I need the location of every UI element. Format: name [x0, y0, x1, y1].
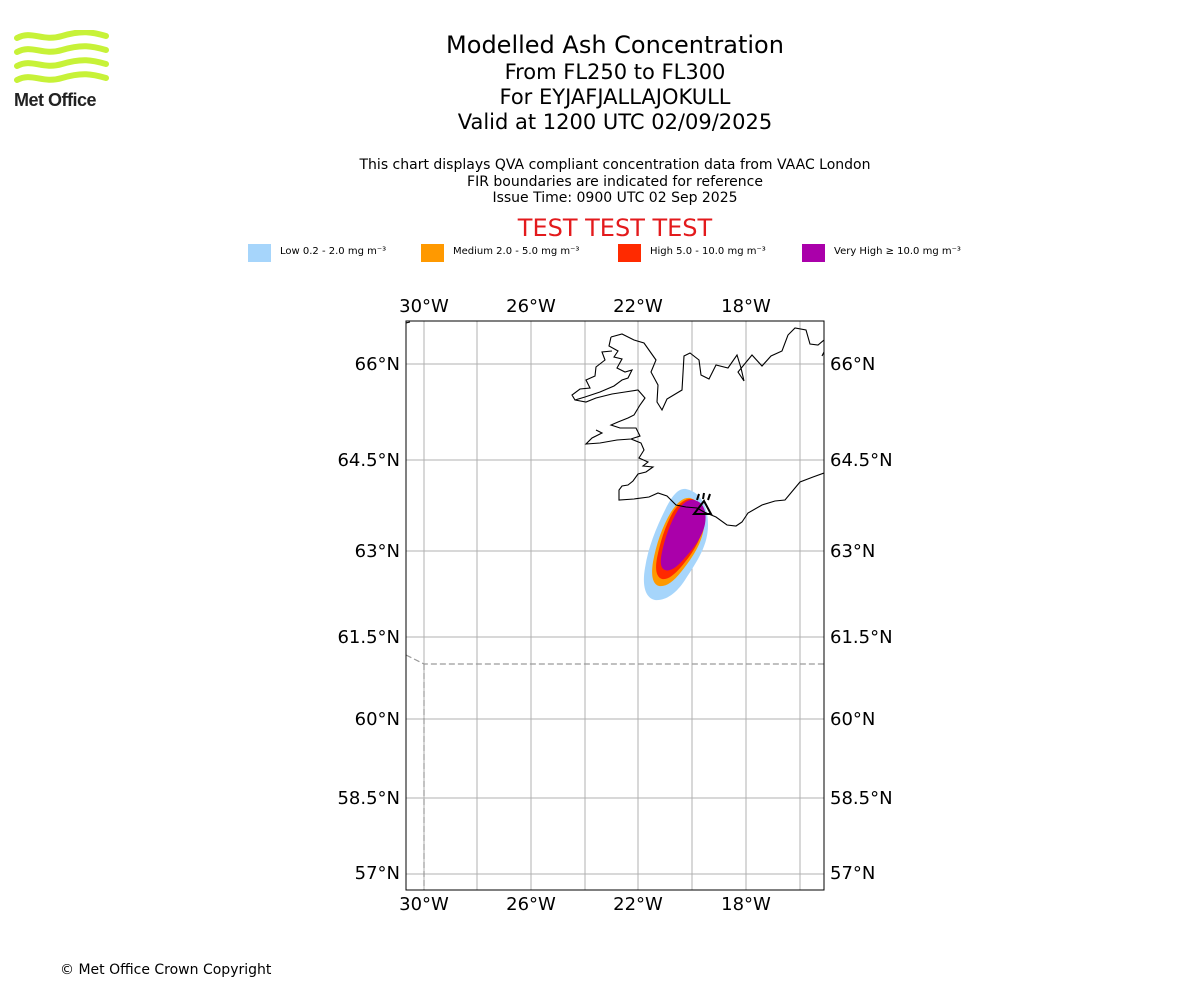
- coastline: [406, 321, 824, 527]
- lon-label-26w-top: 26°W: [506, 296, 556, 317]
- lat-label-66n-left: 66°N: [355, 354, 400, 375]
- legend-swatch-high: [618, 244, 641, 262]
- lat-label-66n-right: 66°N: [830, 354, 875, 375]
- graticule: [406, 321, 824, 890]
- ash-cloud: [643, 488, 708, 601]
- lon-label-18w-top: 18°W: [721, 296, 771, 317]
- fir-note: FIR boundaries are indicated for referen…: [467, 173, 763, 190]
- lon-label-30w-bottom: 30°W: [399, 894, 449, 915]
- legend-label-medium: Medium 2.0 - 5.0 mg m⁻³: [453, 246, 580, 257]
- wave-logo-icon: [14, 29, 109, 83]
- map-frame: [405, 320, 825, 891]
- legend-swatch-very-high: [802, 244, 825, 262]
- lat-label-60n-right: 60°N: [830, 709, 875, 730]
- qva-note: This chart displays QVA compliant concen…: [359, 157, 871, 173]
- lon-label-18w-bottom: 18°W: [721, 894, 771, 915]
- legend-swatch-medium: [421, 244, 444, 262]
- lon-label-22w-top: 22°W: [613, 296, 663, 317]
- chart-title-block: Modelled Ash Concentration From FL250 to…: [0, 30, 1200, 135]
- fir-boundary: [406, 654, 824, 890]
- valid-time: Valid at 1200 UTC 02/09/2025: [457, 110, 773, 134]
- test-banner: TEST TEST TEST: [517, 214, 713, 242]
- legend: Low 0.2 - 2.0 mg m⁻³ Medium 2.0 - 5.0 mg…: [0, 244, 1200, 264]
- lat-label-64-5n-left: 64.5°N: [337, 450, 400, 471]
- lon-label-30w-top: 30°W: [399, 296, 449, 317]
- legend-label-very-high: Very High ≥ 10.0 mg m⁻³: [834, 246, 961, 257]
- lat-label-63n-right: 63°N: [830, 541, 875, 562]
- volcano-marker-icon: [691, 492, 713, 515]
- legend-label-high: High 5.0 - 10.0 mg m⁻³: [650, 246, 766, 257]
- lat-label-64-5n-right: 64.5°N: [830, 450, 893, 471]
- lat-label-60n-left: 60°N: [355, 709, 400, 730]
- met-office-logo: Met Office: [14, 29, 110, 114]
- right-latitude-labels: 66°N 64.5°N 63°N 61.5°N 60°N 58.5°N 57°N: [830, 354, 893, 884]
- lat-label-58-5n-right: 58.5°N: [830, 788, 893, 809]
- legend-swatch-low: [248, 244, 271, 262]
- chart-title: Modelled Ash Concentration: [446, 31, 784, 59]
- lon-label-26w-bottom: 26°W: [506, 894, 556, 915]
- notes-block: This chart displays QVA compliant concen…: [0, 157, 1200, 207]
- lat-label-57n-right: 57°N: [830, 863, 875, 884]
- lat-label-57n-left: 57°N: [355, 863, 400, 884]
- copyright-notice: © Met Office Crown Copyright: [60, 962, 272, 978]
- bottom-longitude-labels: 30°W 26°W 22°W 18°W: [399, 894, 771, 915]
- left-latitude-labels: 66°N 64.5°N 63°N 61.5°N 60°N 58.5°N 57°N: [337, 354, 400, 884]
- logo-text: Met Office: [14, 90, 97, 110]
- issue-time: Issue Time: 0900 UTC 02 Sep 2025: [492, 190, 738, 206]
- volcano-name: For EYJAFJALLAJOKULL: [499, 85, 731, 109]
- lat-label-58-5n-left: 58.5°N: [337, 788, 400, 809]
- lat-label-61-5n-left: 61.5°N: [337, 627, 400, 648]
- lon-label-22w-bottom: 22°W: [613, 894, 663, 915]
- lat-label-63n-left: 63°N: [355, 541, 400, 562]
- top-longitude-labels: 30°W 26°W 22°W 18°W: [399, 296, 771, 317]
- lat-label-61-5n-right: 61.5°N: [830, 627, 893, 648]
- ash-zone-very-high: [660, 499, 706, 571]
- legend-label-low: Low 0.2 - 2.0 mg m⁻³: [280, 246, 387, 257]
- flight-level-range: From FL250 to FL300: [504, 60, 726, 84]
